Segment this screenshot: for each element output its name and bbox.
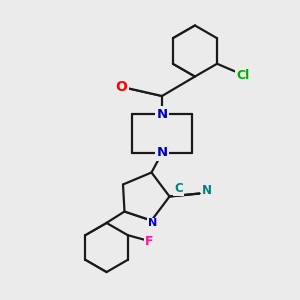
Text: N: N — [156, 107, 168, 121]
Text: N: N — [156, 146, 168, 160]
Text: C: C — [174, 182, 183, 196]
Text: F: F — [145, 235, 153, 248]
Text: N: N — [202, 184, 212, 197]
Text: N: N — [148, 218, 158, 229]
Text: Cl: Cl — [236, 69, 249, 82]
Text: O: O — [116, 80, 128, 94]
